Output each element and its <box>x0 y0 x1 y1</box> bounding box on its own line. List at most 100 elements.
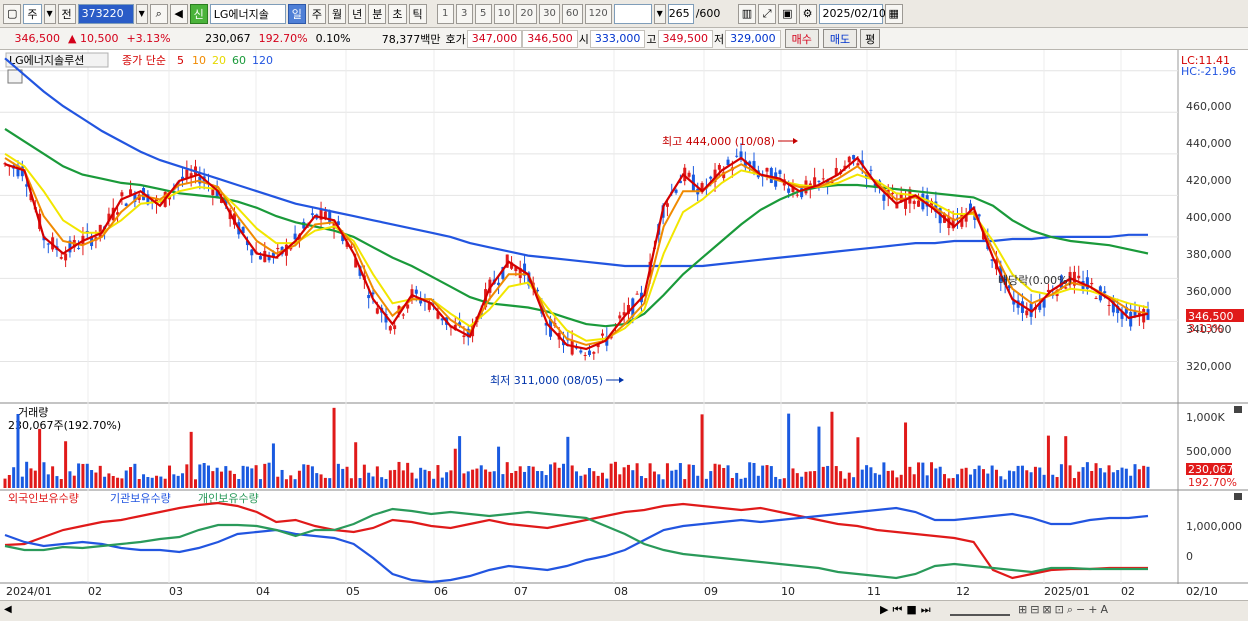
volume-bar <box>735 472 739 488</box>
volume-bar <box>206 465 210 488</box>
volume-bar <box>33 470 37 488</box>
volume-bar <box>683 479 687 488</box>
interval-1-button[interactable]: 1 <box>436 3 454 24</box>
open-label: 시 <box>578 32 589 46</box>
quote-bar: 346,500 ▲ 10,500 +3.13% 230,067 192.70% … <box>0 28 1248 50</box>
interval-20-button[interactable]: 20 <box>516 3 538 24</box>
panel-close-icon[interactable] <box>1234 406 1242 413</box>
buy-button[interactable]: 매수 <box>784 29 819 48</box>
interval-custom-input[interactable] <box>613 3 652 24</box>
market-select[interactable]: 주 <box>23 3 42 24</box>
save-icon[interactable]: ▣ <box>778 3 797 24</box>
volume-bar <box>297 470 301 488</box>
period-minute-tab[interactable]: 분 <box>368 3 387 24</box>
chart-tools-icon[interactable]: ⊞⊟⊠⊡⌕−+A <box>1018 603 1111 616</box>
x-tick: 11 <box>867 585 881 598</box>
volume-bar <box>826 465 830 488</box>
stock-name-field[interactable]: LG에너지솔 <box>209 3 286 24</box>
volume-bar <box>1111 472 1115 488</box>
bar-chart-icon[interactable]: ▥ <box>737 3 757 24</box>
interval-10-button[interactable]: 10 <box>493 3 515 24</box>
period-year-tab[interactable]: 년 <box>348 3 367 24</box>
draw-tool-icon[interactable]: ⤢ <box>758 3 777 24</box>
interval-dropdown-icon[interactable]: ▼ <box>653 3 666 24</box>
count-input[interactable]: 265 <box>667 3 694 24</box>
interval-30-button[interactable]: 30 <box>539 3 560 24</box>
volume-bar <box>917 462 921 488</box>
volume-bar <box>211 471 215 488</box>
x-tick: 10 <box>781 585 795 598</box>
chart-scrollbar[interactable]: ◀ ▶⏮■⏭ ⊞⊟⊠⊡⌕−+A <box>0 600 1248 621</box>
volume-bar <box>241 465 245 488</box>
volume-bar <box>1077 471 1081 488</box>
volume-bar <box>276 476 280 488</box>
volume-bar <box>302 464 306 488</box>
interval-60-button[interactable]: 60 <box>561 3 583 24</box>
stock-code-input[interactable]: 373220 <box>77 3 134 24</box>
calculator-icon[interactable] <box>7 69 23 84</box>
volume-bar <box>956 474 959 488</box>
holding-panel-close-icon[interactable] <box>1234 493 1242 500</box>
interval-3-button[interactable]: 3 <box>455 3 473 24</box>
volume-bar <box>579 475 583 488</box>
candle-body <box>129 189 133 195</box>
search-icon[interactable]: ⌕ <box>149 3 168 24</box>
candle-body <box>817 180 821 182</box>
volume-bar <box>267 462 271 488</box>
playback-controls-icon[interactable]: ▶⏮■⏭ <box>880 603 935 616</box>
zoom-slider[interactable] <box>950 604 1010 616</box>
period-day-tab[interactable]: 일 <box>287 3 306 24</box>
period-tick-tab[interactable]: 틱 <box>408 3 427 24</box>
period-month-tab[interactable]: 월 <box>328 3 347 24</box>
interval-5-button[interactable]: 5 <box>474 3 492 24</box>
interval-120-button[interactable]: 120 <box>584 3 612 24</box>
volume-bar <box>523 471 527 488</box>
volume-ratio: 192.70% <box>258 32 308 45</box>
candle-body <box>709 176 713 179</box>
last-price-tag: 346,500 <box>1188 310 1234 323</box>
volume-bar <box>176 475 180 488</box>
volume-bar <box>367 472 371 488</box>
candle-body <box>626 305 630 314</box>
chart-toolbar: ▢ 주 ▼ 전 373220 ▼ ⌕ ◀ 신 LG에너지솔 일 주 월 년 분 … <box>0 0 1248 28</box>
stock-chart[interactable]: LG에너지솔루션 종가 단순 5 10 20 60 120 LC:11.41 H… <box>0 50 1248 600</box>
volume-bar <box>94 472 98 488</box>
volume-bar <box>1051 474 1055 488</box>
volume-bar <box>479 465 483 488</box>
volume-bar <box>540 471 544 488</box>
calendar-icon[interactable]: ▦ <box>884 3 903 24</box>
period-second-tab[interactable]: 초 <box>388 3 407 24</box>
volume-bar <box>380 477 384 488</box>
volume-bar <box>484 469 488 488</box>
candle-body <box>245 240 249 246</box>
volume-bar <box>1064 436 1068 488</box>
volume-bar <box>1007 470 1011 488</box>
low-label: 저 <box>714 32 725 46</box>
x-tick: 07 <box>514 585 528 598</box>
period-week-tab[interactable]: 주 <box>307 3 327 24</box>
count-max-label: /600 <box>695 7 721 20</box>
chevron-down-icon[interactable]: ▼ <box>43 3 56 24</box>
speaker-icon[interactable]: ◀ <box>169 3 188 24</box>
code-dropdown-icon[interactable]: ▼ <box>135 3 148 24</box>
mode-button[interactable]: 전 <box>57 3 76 24</box>
candle-body <box>1046 289 1050 292</box>
volume-bar <box>419 467 423 488</box>
candle-body <box>1107 304 1111 306</box>
chart-area[interactable]: LG에너지솔루션 종가 단순 5 10 20 60 120 LC:11.41 H… <box>0 50 1248 600</box>
volume-bar <box>821 466 825 488</box>
foreign-holding-line <box>4 501 1148 580</box>
volume-bar <box>1003 479 1007 488</box>
volume-bar <box>90 470 94 488</box>
volume-bar <box>665 463 669 488</box>
window-icon[interactable]: ▢ <box>3 3 22 24</box>
candle-body <box>1007 285 1011 289</box>
sell-button[interactable]: 매도 <box>822 29 858 48</box>
ma10-line <box>4 157 1149 346</box>
gear-icon[interactable]: ⚙ <box>798 3 817 24</box>
hc-label: HC:-21.96 <box>1181 65 1236 78</box>
date-input[interactable]: 2025/02/10 <box>818 3 886 24</box>
scroll-left-icon[interactable]: ◀ <box>4 604 12 615</box>
eval-button[interactable]: 평 <box>860 29 881 48</box>
volume-bar <box>1146 466 1150 488</box>
